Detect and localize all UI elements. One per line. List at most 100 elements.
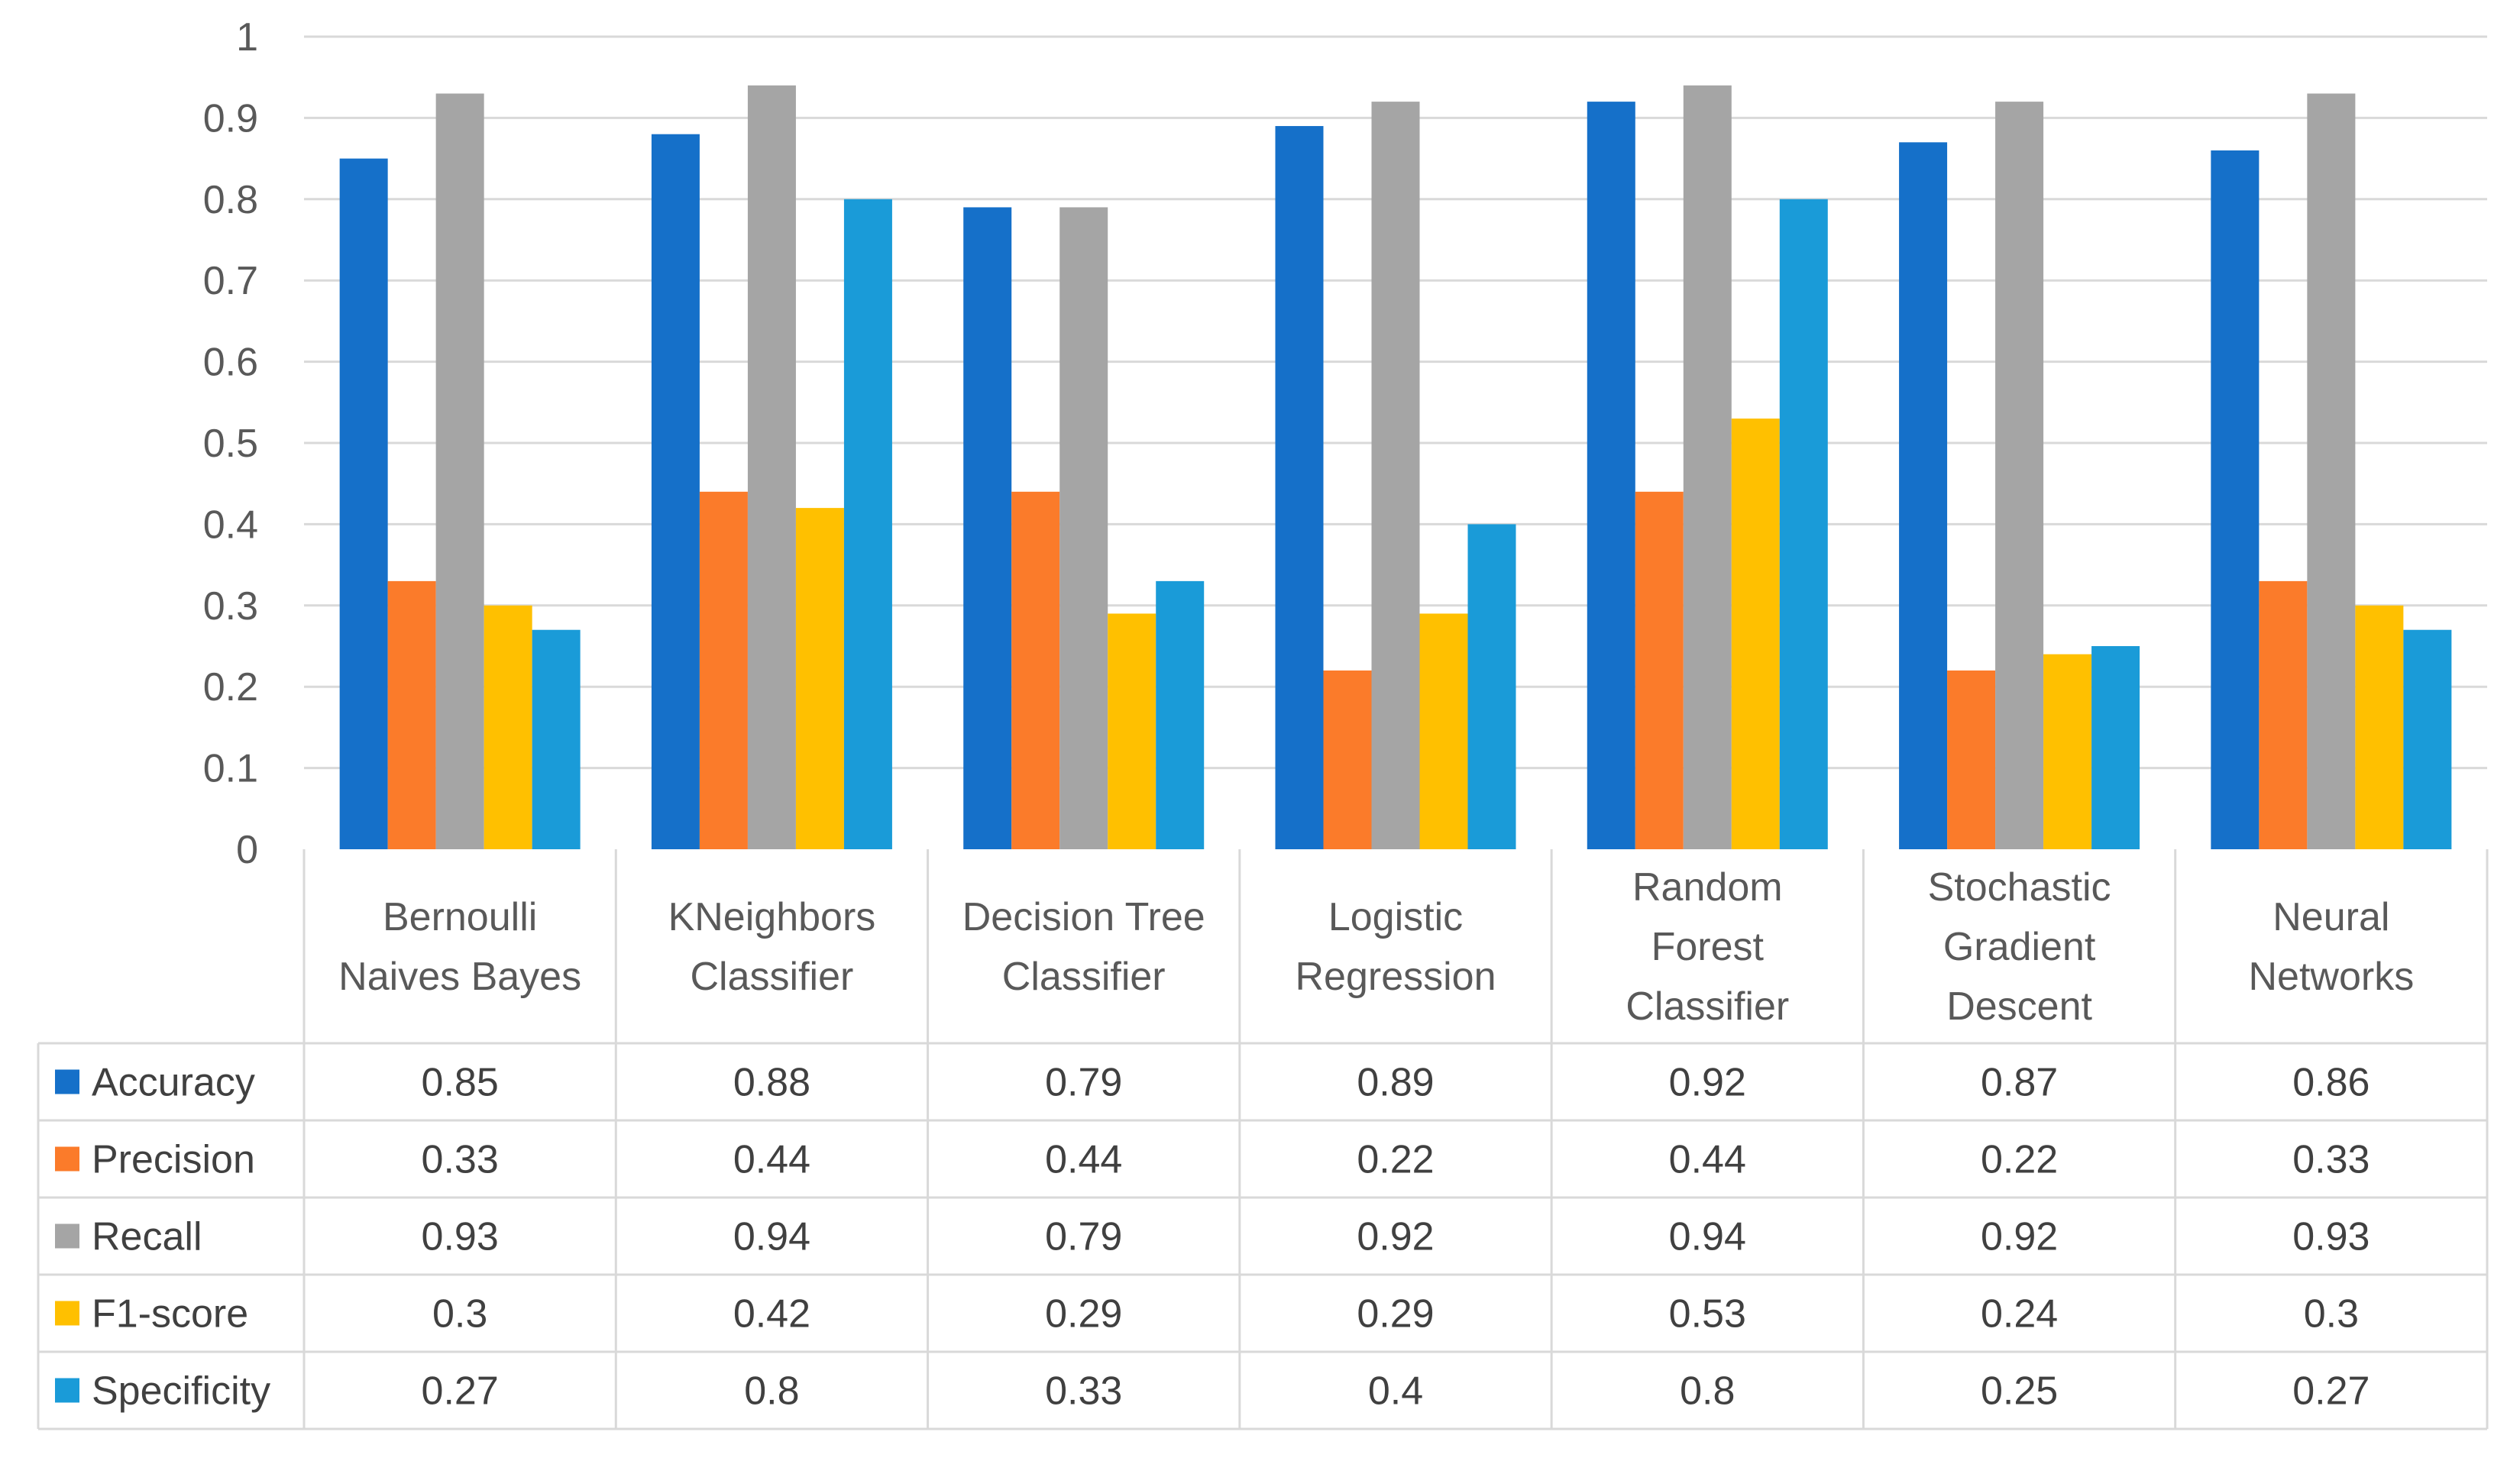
table-cell-value: 0.89: [1357, 1061, 1434, 1105]
table-cell-value: 0.53: [1669, 1292, 1746, 1337]
bar-precision: [387, 580, 436, 849]
y-tick-label: 0.6: [203, 341, 258, 385]
table-cell-value: 0.8: [744, 1369, 799, 1414]
table-cell-value: 0.93: [422, 1215, 499, 1259]
table-cell-value: 0.92: [1357, 1215, 1434, 1259]
bar-recall: [1995, 102, 2044, 849]
series-name: Specificity: [92, 1369, 270, 1414]
bar-f1-score: [484, 605, 532, 849]
series-name: Precision: [92, 1138, 255, 1182]
table-cell-value: 0.94: [733, 1215, 810, 1259]
bar-recall: [747, 85, 796, 850]
bar-recall: [1371, 102, 1420, 849]
table-cell-value: 0.22: [1357, 1138, 1434, 1182]
table-cell-value: 0.4: [1368, 1369, 1423, 1414]
bar-specificity: [532, 629, 581, 849]
bar-accuracy: [339, 158, 388, 850]
y-tick-label: 0.1: [203, 747, 258, 791]
table-cell-value: 0.93: [2292, 1215, 2370, 1259]
bars: [339, 85, 2452, 850]
table-cell-value: 0.44: [733, 1138, 810, 1182]
bar-accuracy: [1587, 102, 1635, 849]
bar-recall: [1683, 85, 1732, 850]
series-name: F1-score: [92, 1292, 248, 1337]
bar-precision: [1011, 491, 1060, 849]
bar-accuracy: [1899, 142, 1948, 849]
bar-f1-score: [795, 508, 844, 849]
y-tick-label: 0.7: [203, 259, 258, 303]
y-tick-label: 0.5: [203, 422, 258, 466]
y-axis-ticks: 0 0.1 0.2 0.3 0.4 0.5 0.6 0.7 0.8 0.9 1: [203, 15, 258, 872]
bar-f1-score: [2355, 605, 2404, 849]
bar-f1-score: [1108, 613, 1156, 849]
bar-accuracy: [963, 207, 1012, 849]
table-cell-value: 0.42: [733, 1292, 810, 1337]
bar-f1-score: [2043, 654, 2092, 849]
y-tick-label: 0.3: [203, 584, 258, 629]
bar-precision: [1947, 670, 1996, 849]
table-cell-value: 0.33: [2292, 1138, 2370, 1182]
bar-precision: [2259, 580, 2308, 849]
table-cell-value: 0.24: [1981, 1292, 2058, 1337]
category-label: Logistic Regression: [1295, 895, 1496, 999]
table-cell-value: 0.33: [1045, 1369, 1122, 1414]
table-cell-value: 0.85: [422, 1061, 499, 1105]
table-cell-value: 0.86: [2292, 1061, 2370, 1105]
data-table: Bernoulli Naives Bayes KNeighbors Classifie…: [37, 849, 2489, 1430]
category-label: Decision Tree Classifier: [962, 895, 1205, 999]
table-cell-value: 0.92: [1669, 1061, 1746, 1105]
bar-accuracy: [2211, 150, 2260, 849]
bar-precision: [1635, 491, 1684, 849]
bar-specificity: [1467, 524, 1516, 849]
bar-accuracy: [1275, 126, 1324, 850]
table-cell-value: 0.44: [1669, 1138, 1746, 1182]
legend-key-accuracy: [55, 1069, 79, 1094]
category-label: Random Forest Classifier: [1626, 865, 1789, 1029]
y-tick-label: 1: [236, 15, 258, 60]
bar-accuracy: [651, 134, 700, 849]
category-label: Neural Networks: [2248, 895, 2414, 999]
bar-specificity: [2403, 629, 2452, 849]
category-label: KNeighbors Classifier: [668, 895, 876, 999]
table-cell-value: 0.79: [1045, 1061, 1122, 1105]
table-cell-value: 0.29: [1357, 1292, 1434, 1337]
category-label: Stochastic Gradient Descent: [1928, 865, 2111, 1029]
bar-recall: [435, 93, 484, 850]
table-cell-value: 0.92: [1981, 1215, 2058, 1259]
bar-specificity: [1779, 199, 1828, 849]
table-cell-value: 0.22: [1981, 1138, 2058, 1182]
series-name: Accuracy: [92, 1061, 255, 1105]
table-cell-value: 0.3: [432, 1292, 487, 1337]
table-cell-value: 0.94: [1669, 1215, 1746, 1259]
bar-recall: [1059, 207, 1108, 849]
table-cell-value: 0.87: [1981, 1061, 2058, 1105]
table-cell-value: 0.8: [1680, 1369, 1735, 1414]
table-cell-value: 0.3: [2304, 1292, 2359, 1337]
category-label: Bernoulli Naives Bayes: [338, 895, 581, 999]
bar-precision: [699, 491, 748, 849]
bar-specificity: [843, 199, 892, 849]
table-cell-value: 0.79: [1045, 1215, 1122, 1259]
y-tick-label: 0.9: [203, 96, 258, 141]
table-cell-value: 0.27: [2292, 1369, 2370, 1414]
table-cell-value: 0.29: [1045, 1292, 1122, 1337]
table-cell-value: 0.88: [733, 1061, 810, 1105]
legend-key-f1-score: [55, 1301, 79, 1326]
table-cell-value: 0.25: [1981, 1369, 2058, 1414]
legend-key-precision: [55, 1146, 79, 1172]
table-cell-value: 0.27: [422, 1369, 499, 1414]
table-cell-value: 0.33: [422, 1138, 499, 1182]
bar-f1-score: [1731, 419, 1780, 849]
legend-key-specificity: [55, 1378, 79, 1403]
bar-specificity: [1156, 580, 1205, 849]
bar-f1-score: [1419, 613, 1468, 849]
y-tick-label: 0.2: [203, 665, 258, 709]
series-name: Recall: [92, 1215, 202, 1259]
bar-precision: [1323, 670, 1372, 849]
y-tick-label: 0.8: [203, 178, 258, 222]
bar-specificity: [2091, 646, 2140, 849]
table-cell-value: 0.44: [1045, 1138, 1122, 1182]
legend-key-recall: [55, 1223, 79, 1249]
y-tick-label: 0.4: [203, 503, 258, 547]
